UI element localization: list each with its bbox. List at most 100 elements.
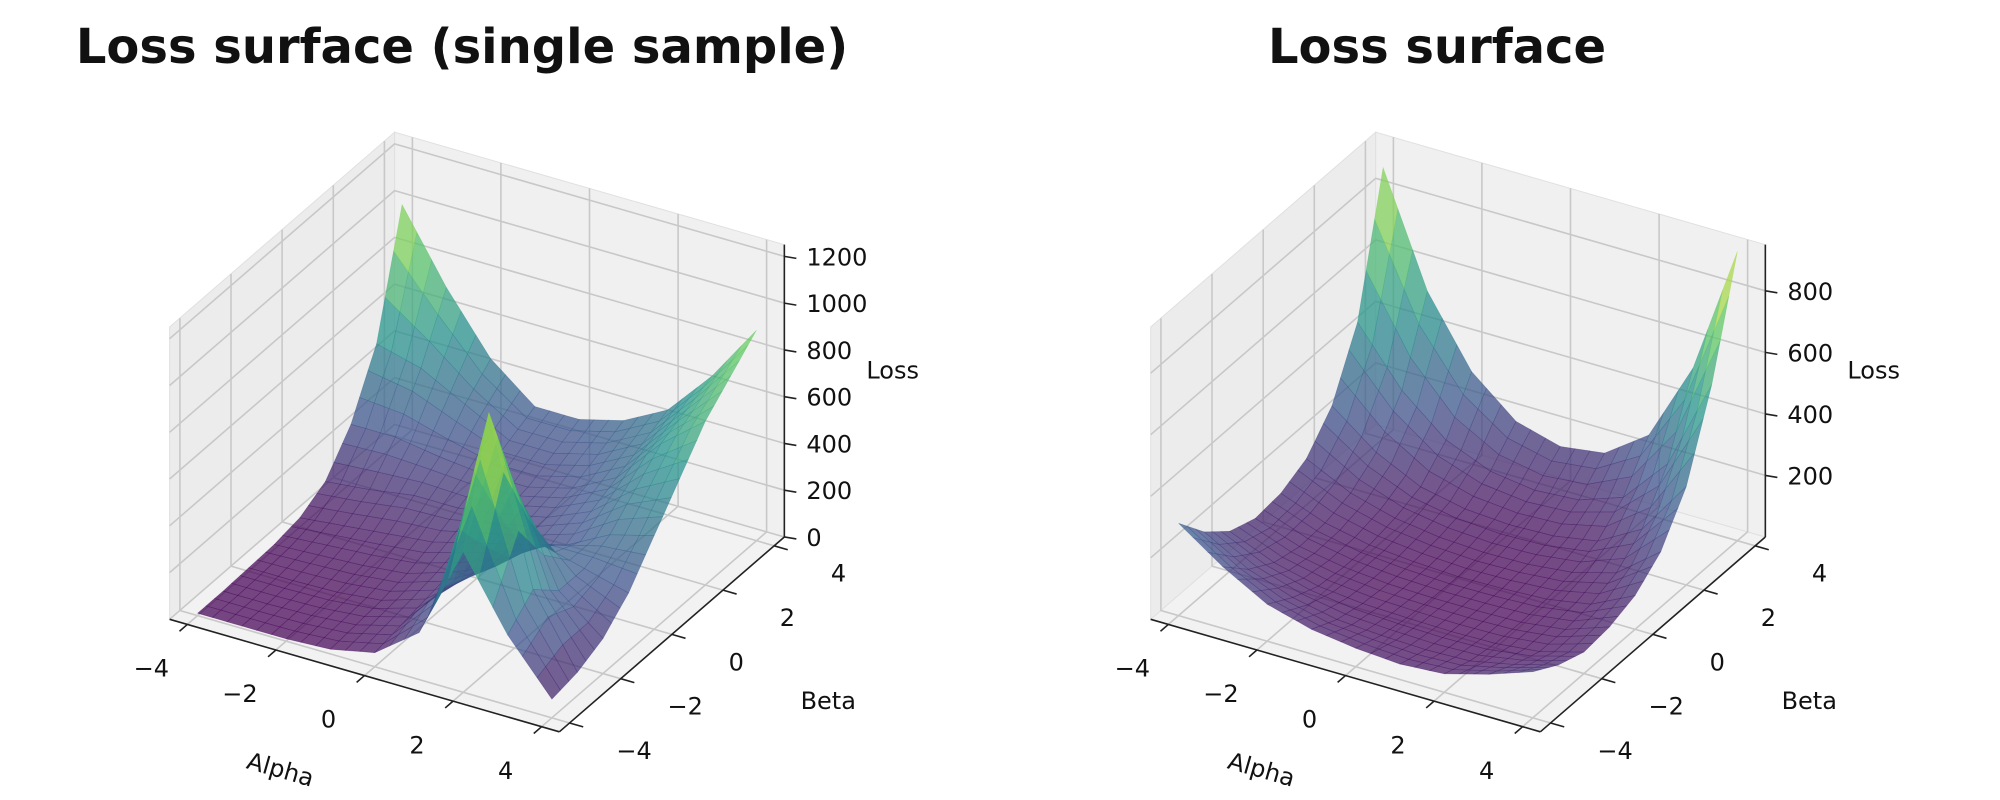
y-tick bbox=[671, 633, 686, 640]
x-tick-label: 2 bbox=[1390, 731, 1405, 759]
x-tick-label: −2 bbox=[222, 680, 257, 708]
y-tick bbox=[620, 677, 635, 684]
z-tick-label: 1000 bbox=[806, 290, 867, 318]
x-tick-label: 4 bbox=[498, 757, 513, 785]
surface-patch bbox=[647, 497, 672, 518]
y-tick-label: 4 bbox=[1812, 560, 1827, 588]
x-tick bbox=[1337, 674, 1347, 683]
surface-patch bbox=[393, 203, 418, 273]
surface-patch bbox=[621, 551, 647, 575]
x-tick bbox=[444, 700, 454, 709]
z-tick-label: 1200 bbox=[806, 243, 867, 271]
x-tick bbox=[1248, 649, 1258, 658]
surface-patch bbox=[707, 375, 732, 402]
surface-patch bbox=[1535, 664, 1559, 668]
y-axis-label: Beta bbox=[801, 687, 856, 715]
surface-patch bbox=[1602, 605, 1628, 619]
z-tick bbox=[1765, 413, 1778, 417]
y-tick-label: −2 bbox=[667, 693, 702, 721]
z-tick-label: 600 bbox=[806, 384, 852, 412]
y-tick-label: 2 bbox=[1761, 604, 1776, 632]
x-tick bbox=[1159, 623, 1169, 632]
surface-patch bbox=[1619, 580, 1645, 599]
y-tick bbox=[722, 589, 737, 595]
z-tick-label: 200 bbox=[806, 477, 852, 505]
y-tick bbox=[1703, 589, 1718, 595]
z-tick bbox=[1765, 351, 1778, 356]
z-tick bbox=[784, 395, 797, 400]
z-tick bbox=[784, 302, 797, 306]
chart-title: Loss surface bbox=[1268, 19, 1606, 75]
y-tick bbox=[773, 545, 788, 551]
z-tick-label: 800 bbox=[1787, 278, 1833, 306]
z-tick-label: 400 bbox=[1787, 401, 1833, 429]
z-tick bbox=[784, 255, 797, 260]
y-tick bbox=[1601, 677, 1616, 684]
surface-patch bbox=[630, 535, 655, 556]
x-tick bbox=[533, 726, 543, 735]
y-tick-label: 0 bbox=[1710, 648, 1725, 676]
surface-patch bbox=[488, 412, 513, 488]
x-tick-label: −4 bbox=[1115, 655, 1150, 683]
z-tick bbox=[784, 349, 797, 353]
surface-patch bbox=[1340, 349, 1365, 397]
y-tick-label: 0 bbox=[729, 648, 744, 676]
surface-patch bbox=[479, 412, 504, 509]
y-tick-label: −4 bbox=[616, 737, 651, 765]
y-tick-label: −4 bbox=[1597, 737, 1632, 765]
surface-patch bbox=[536, 666, 561, 700]
y-tick-label: −2 bbox=[1648, 693, 1683, 721]
surface-patch bbox=[1518, 669, 1542, 673]
y-tick-label: 2 bbox=[780, 604, 795, 632]
x-axis-label: Alpha bbox=[244, 747, 317, 793]
x-tick bbox=[356, 674, 366, 683]
y-tick bbox=[1754, 545, 1769, 551]
x-tick bbox=[1514, 726, 1524, 735]
z-axis-label: Loss bbox=[1847, 356, 1900, 384]
y-tick bbox=[1550, 722, 1565, 728]
surface-patch bbox=[689, 405, 715, 430]
surface-patch bbox=[715, 360, 740, 388]
z-tick-label: 800 bbox=[806, 337, 852, 365]
chart-title: Loss surface (single sample) bbox=[76, 19, 848, 75]
y-tick-label: 4 bbox=[831, 560, 846, 588]
y-axis-label: Beta bbox=[1782, 687, 1837, 715]
x-tick-label: −2 bbox=[1203, 680, 1238, 708]
surface-patch bbox=[1645, 529, 1670, 560]
surface-patch bbox=[698, 390, 723, 416]
z-tick-label: 200 bbox=[1787, 462, 1833, 490]
y-tick bbox=[1652, 633, 1667, 640]
x-tick bbox=[267, 649, 277, 658]
surface-patch bbox=[732, 330, 757, 360]
grid-line bbox=[169, 189, 785, 387]
z-tick-label: 400 bbox=[806, 430, 852, 458]
x-tick-label: 0 bbox=[321, 706, 336, 734]
grid-line bbox=[169, 236, 785, 433]
grid-line bbox=[1160, 318, 1551, 724]
surface-patch bbox=[681, 420, 706, 448]
surface-patch bbox=[1594, 615, 1619, 629]
surface-patch bbox=[1653, 507, 1679, 541]
x-tick-label: 4 bbox=[1479, 757, 1494, 785]
z-tick-label: 600 bbox=[1787, 339, 1833, 367]
surface-patch bbox=[532, 589, 557, 618]
z-tick bbox=[784, 442, 797, 447]
z-tick-label: 0 bbox=[806, 524, 821, 552]
surface-patch bbox=[530, 629, 555, 668]
z-tick bbox=[1765, 290, 1778, 294]
z-tick bbox=[784, 489, 797, 493]
x-tick bbox=[178, 623, 188, 632]
z-tick bbox=[1765, 474, 1778, 479]
x-tick-label: 0 bbox=[1302, 706, 1317, 734]
surface-patch bbox=[1713, 251, 1738, 331]
surface-patch bbox=[539, 616, 564, 657]
grid-line bbox=[1522, 239, 1749, 728]
z-axis-label: Loss bbox=[866, 356, 919, 384]
y-tick bbox=[569, 722, 584, 728]
x-axis-label: Alpha bbox=[1225, 747, 1298, 793]
x-tick-label: 2 bbox=[409, 731, 424, 759]
x-tick bbox=[1425, 700, 1435, 709]
grid-line bbox=[169, 143, 785, 340]
surface-patch bbox=[1374, 166, 1399, 256]
